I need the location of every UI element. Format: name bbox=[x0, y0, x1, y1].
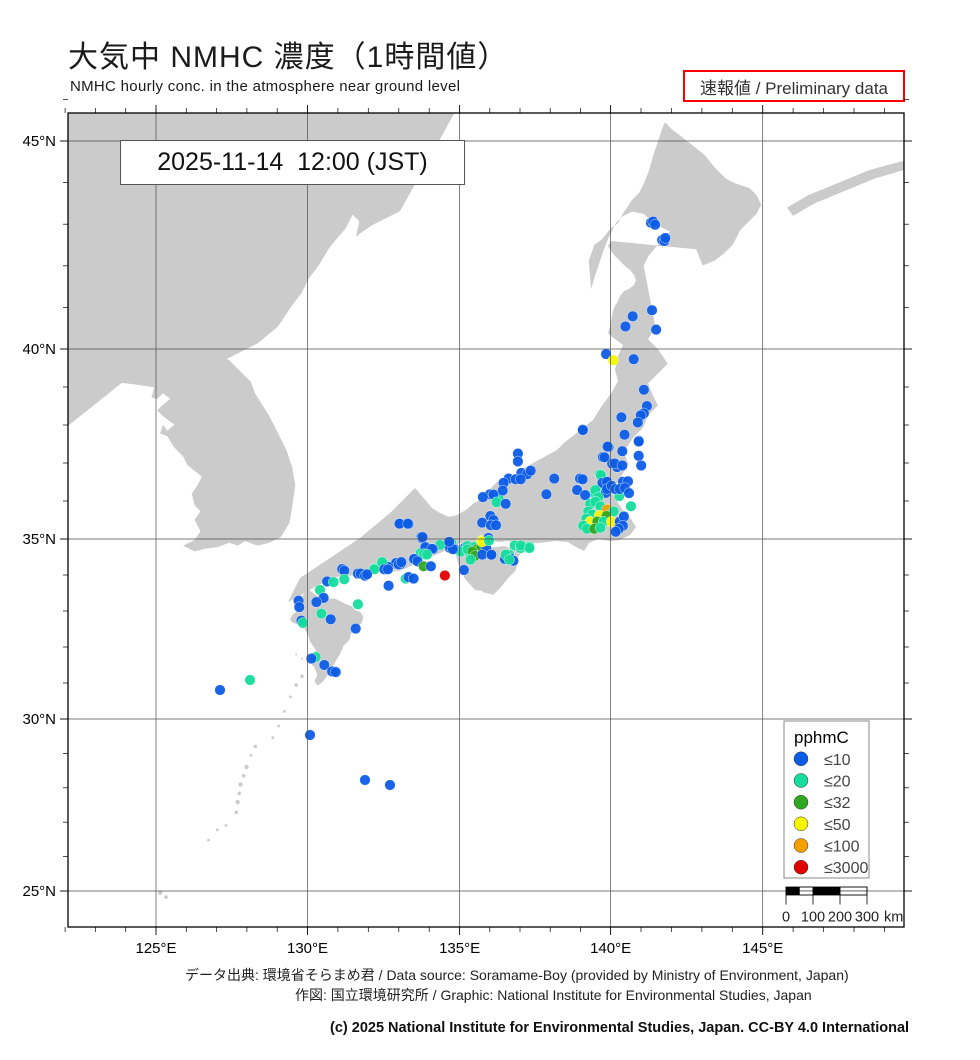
svg-text:0: 0 bbox=[782, 910, 790, 926]
svg-text:≤100: ≤100 bbox=[824, 839, 860, 856]
svg-text:30°N: 30°N bbox=[22, 711, 56, 728]
svg-text:35°N: 35°N bbox=[22, 531, 56, 548]
svg-text:145°E: 145°E bbox=[742, 940, 783, 957]
svg-text:40°N: 40°N bbox=[22, 341, 56, 358]
svg-text:km: km bbox=[884, 910, 903, 926]
svg-text:135°E: 135°E bbox=[439, 940, 480, 957]
svg-text:≤32: ≤32 bbox=[824, 795, 851, 812]
svg-text:pphmC: pphmC bbox=[794, 728, 849, 747]
svg-text:200: 200 bbox=[828, 910, 852, 926]
svg-text:300: 300 bbox=[855, 910, 879, 926]
svg-text:≤20: ≤20 bbox=[824, 774, 851, 791]
svg-text:100: 100 bbox=[801, 910, 825, 926]
svg-text:≤50: ≤50 bbox=[824, 817, 851, 834]
svg-text:125°E: 125°E bbox=[135, 940, 176, 957]
svg-text:≤10: ≤10 bbox=[824, 752, 851, 769]
svg-text:140°E: 140°E bbox=[590, 940, 631, 957]
svg-text:25°N: 25°N bbox=[22, 883, 56, 900]
svg-text:130°E: 130°E bbox=[287, 940, 328, 957]
svg-text:≤3000: ≤3000 bbox=[824, 860, 868, 877]
svg-text:45°N: 45°N bbox=[22, 133, 56, 150]
